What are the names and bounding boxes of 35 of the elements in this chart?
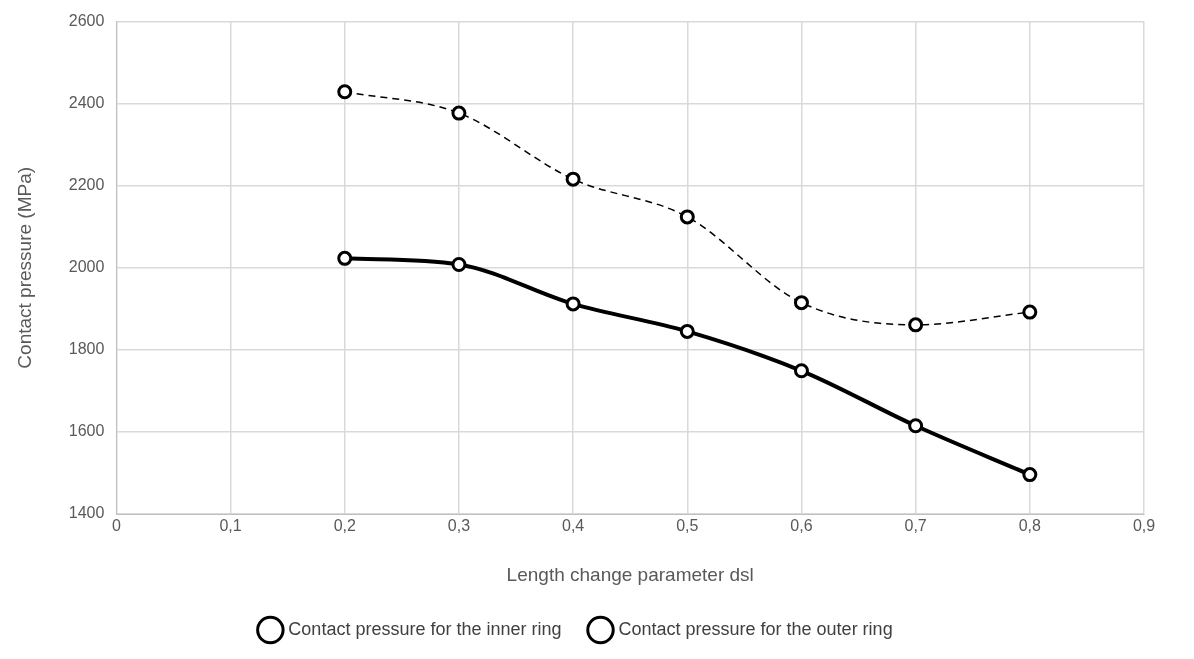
y-tick-label: 2400 — [68, 94, 105, 112]
point — [451, 105, 467, 121]
x-tick-label: 0,2 — [333, 517, 356, 535]
y-axis-title: Contact pressure (MPa) — [13, 166, 35, 369]
x-tick-label: 0,8 — [1018, 517, 1042, 535]
x-tick-label: 0,5 — [676, 517, 699, 535]
point — [1022, 304, 1038, 320]
point — [337, 84, 353, 100]
point — [337, 250, 353, 266]
point — [679, 323, 695, 339]
x-tick-label: 0,7 — [904, 517, 927, 535]
x-tick-label: 0,6 — [790, 517, 813, 535]
y-tick-label: 1600 — [68, 422, 105, 440]
point — [565, 171, 581, 187]
y-tick-label: 2600 — [68, 12, 105, 30]
point — [451, 257, 467, 273]
y-tick-label: 1800 — [68, 340, 105, 358]
x-tick-label: 0 — [111, 517, 121, 535]
y-tick-label: 1400 — [68, 504, 105, 522]
x-tick-label: 0,1 — [219, 517, 242, 535]
point — [565, 296, 581, 312]
x-tick-label: 0,3 — [447, 517, 471, 535]
legend-label: Contact pressure for the outer ring — [618, 618, 893, 639]
point — [793, 363, 809, 379]
point — [679, 209, 695, 225]
point — [793, 295, 809, 311]
point — [1022, 467, 1038, 483]
x-axis-title: Length change parameter dsl — [506, 563, 754, 585]
x-tick-label: 0,9 — [1132, 517, 1156, 535]
point — [908, 317, 924, 333]
x-tick-label: 0,4 — [561, 517, 585, 535]
y-tick-label: 2200 — [68, 176, 105, 194]
point — [908, 418, 924, 434]
y-tick-label: 2000 — [68, 258, 105, 276]
legend-label: Contact pressure for the inner ring — [288, 618, 562, 639]
